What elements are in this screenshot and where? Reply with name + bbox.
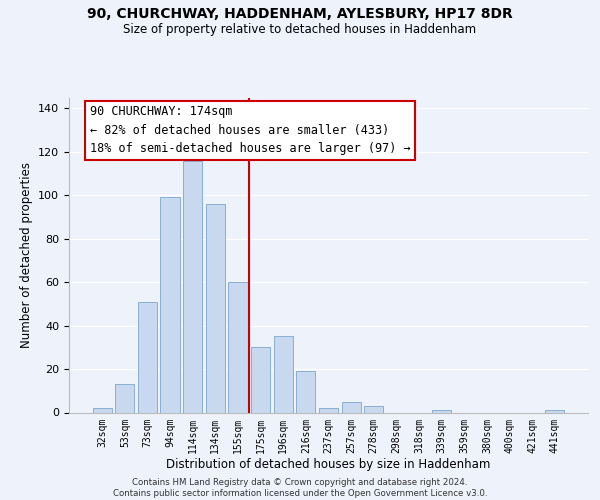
Bar (229, 282, 248, 412)
Text: Contains HM Land Registry data © Crown copyright and database right 2024.
Contai: Contains HM Land Registry data © Crown c… (113, 478, 487, 498)
Bar (364, 406, 383, 412)
Bar (92, 408, 112, 412)
Bar (545, 410, 565, 412)
Bar (251, 348, 270, 412)
Bar (319, 408, 338, 412)
Bar (274, 336, 293, 412)
Text: 90 CHURCHWAY: 174sqm
← 82% of detached houses are smaller (433)
18% of semi-deta: 90 CHURCHWAY: 174sqm ← 82% of detached h… (90, 106, 410, 156)
Bar (341, 402, 361, 412)
Text: 90, CHURCHWAY, HADDENHAM, AYLESBURY, HP17 8DR: 90, CHURCHWAY, HADDENHAM, AYLESBURY, HP1… (87, 8, 513, 22)
Bar (432, 410, 451, 412)
Bar (138, 302, 157, 412)
Bar (115, 384, 134, 412)
Bar (296, 371, 316, 412)
Bar (183, 160, 202, 412)
Bar (206, 204, 225, 412)
Bar (160, 198, 180, 412)
X-axis label: Distribution of detached houses by size in Haddenham: Distribution of detached houses by size … (166, 458, 491, 471)
Y-axis label: Number of detached properties: Number of detached properties (20, 162, 32, 348)
Text: Size of property relative to detached houses in Haddenham: Size of property relative to detached ho… (124, 22, 476, 36)
